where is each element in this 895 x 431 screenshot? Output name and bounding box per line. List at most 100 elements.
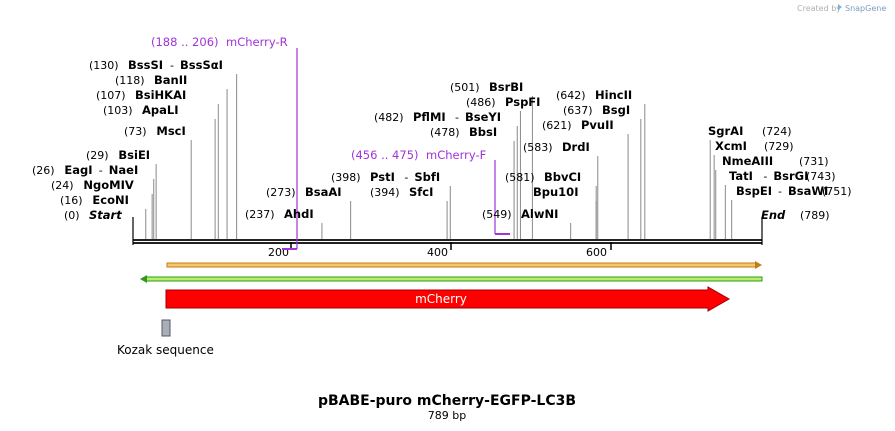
site-center-0[interactable]: (501) BsrBI [450,80,523,94]
site-position: (237) [245,208,275,221]
site-left-4[interactable]: (73) MscI [124,124,186,138]
site-position: (26) [32,164,55,177]
site-name: BsaWI [788,184,828,198]
site-separator: - [455,111,459,124]
site-center-2[interactable]: (482) PflMI - BseYI [374,110,501,124]
site-left-7[interactable]: (24) NgoMIV [51,178,134,192]
site-name: BsrBI [489,80,523,94]
site-name: ApaLI [142,103,179,117]
site-position: (486) [466,96,496,109]
site-position: (724) [762,125,792,138]
site-name: SfcI [409,185,433,199]
end-position: (789) [800,209,830,222]
site-name: BanII [154,73,187,87]
site-labels: (130) BssSI - BssSαI(118) BanII(107) BsiHKAI(… [32,58,852,222]
site-name: BsrGI [773,169,808,183]
site-center-3[interactable]: (478) BbsI [430,125,497,139]
site-position: (394) [370,186,400,199]
site-name: PstI [370,170,395,184]
primer-f-range: (456 .. 475) [351,148,419,162]
site-name: NgoMIV [83,178,133,192]
site-left-8[interactable]: (16) EcoNI [60,193,129,207]
site-position: (501) [450,81,480,94]
map-title: pBABE-puro mCherry-EGFP-LC3B [318,393,576,409]
orf-forward[interactable] [166,261,762,269]
site-position: (583) [523,141,553,154]
site-name: PvuII [581,118,614,132]
ruler-label-200: 200 [268,246,289,259]
site-position: (581) [505,171,535,184]
site-center-6[interactable]: Bpu10I [533,185,578,199]
site-right-3[interactable]: TatI - BsrGI(743) [729,169,836,183]
site-right-2[interactable]: NmeAIII (731) [722,154,829,168]
credit-brand: SnapGene [845,4,886,13]
cut-site-lines [145,74,733,240]
site-center-5[interactable]: (581) BbvCI [505,170,581,184]
site-name: EagI [64,163,92,177]
site-position: (16) [60,194,83,207]
site-left-6[interactable]: (26) EagI - NaeI [32,163,138,177]
start-position: (0) [64,209,80,222]
site-separator: - [99,164,103,177]
site-position: (478) [430,126,460,139]
site-name: BspEI [736,184,772,198]
site-right-1[interactable]: XcmI (729) [715,139,794,153]
site-position: (642) [556,89,586,102]
site-position: (103) [103,104,133,117]
site-name: BssSαI [180,58,223,72]
site-name: BsgI [602,103,630,117]
snapgene-logo-icon [838,4,842,10]
site-name: AlwNI [521,207,558,221]
sequence-backbone[interactable] [132,217,763,245]
site-name: BssSI [128,58,163,72]
site-center-4[interactable]: (583) DrdI [523,140,590,154]
end-label: End [761,208,786,222]
site-name: DrdI [562,140,590,154]
site-name: BbsI [469,125,497,139]
site-center-8[interactable]: (642) HincII [556,88,632,102]
site-middle-0[interactable]: (273) BsaAI [266,185,342,199]
site-left-0[interactable]: (130) BssSI - BssSαI [89,58,223,72]
site-position: (398) [331,171,361,184]
site-left-3[interactable]: (103) ApaLI [103,103,179,117]
kozak-label: Kozak sequence [117,343,214,357]
site-middle-3[interactable]: (394) SfcI [370,185,433,199]
site-right-4[interactable]: BspEI - BsaWI(751) [736,184,852,198]
site-separator: - [170,59,174,72]
site-left-5[interactable]: (29) BsiEI [86,148,150,162]
site-middle-1[interactable]: (237) AhdI [245,207,314,221]
site-name: HincII [595,88,632,102]
site-position: (743) [806,170,836,183]
site-right-0[interactable]: SgrAI (724) [708,124,792,138]
site-separator: - [404,171,408,184]
site-name: MscI [156,124,185,138]
sequence-length: 789 bp [428,409,466,422]
site-name: BsiHKAI [135,88,186,102]
site-center-9[interactable]: (637) BsgI [563,103,630,117]
site-left-1[interactable]: (118) BanII [115,73,187,87]
site-position: (751) [822,185,852,198]
site-center-10[interactable]: (621) PvuII [542,118,614,132]
site-name: EcoNI [92,193,128,207]
snapgene-credit: Created by SnapGene [797,4,886,13]
site-position: (549) [482,208,512,221]
site-middle-2[interactable]: (398) PstI - SbfI [331,170,440,184]
site-name: BsaAI [305,185,342,199]
site-name: SgrAI [708,124,743,138]
feature-kozak[interactable]: Kozak sequence [117,319,214,357]
site-center-1[interactable]: (486) PspFI [466,95,540,109]
site-position: (29) [86,149,109,162]
site-center-7[interactable]: (549) AlwNI [482,207,558,221]
site-position: (273) [266,186,296,199]
site-left-2[interactable]: (107) BsiHKAI [96,88,186,102]
site-name: NmeAIII [722,154,773,168]
primer-mcherry-f[interactable]: (456 .. 475) mCherry-F [351,148,510,235]
site-position: (118) [115,74,145,87]
primer-mcherry-r[interactable]: (188 .. 206) mCherry-R [151,35,298,250]
orf-reverse[interactable] [140,275,763,283]
feature-mcherry[interactable]: mCherry [165,286,731,312]
primer-f-name: mCherry-F [426,148,486,162]
site-name: Bpu10I [533,185,578,199]
ruler: 200 400 600 [268,242,612,259]
